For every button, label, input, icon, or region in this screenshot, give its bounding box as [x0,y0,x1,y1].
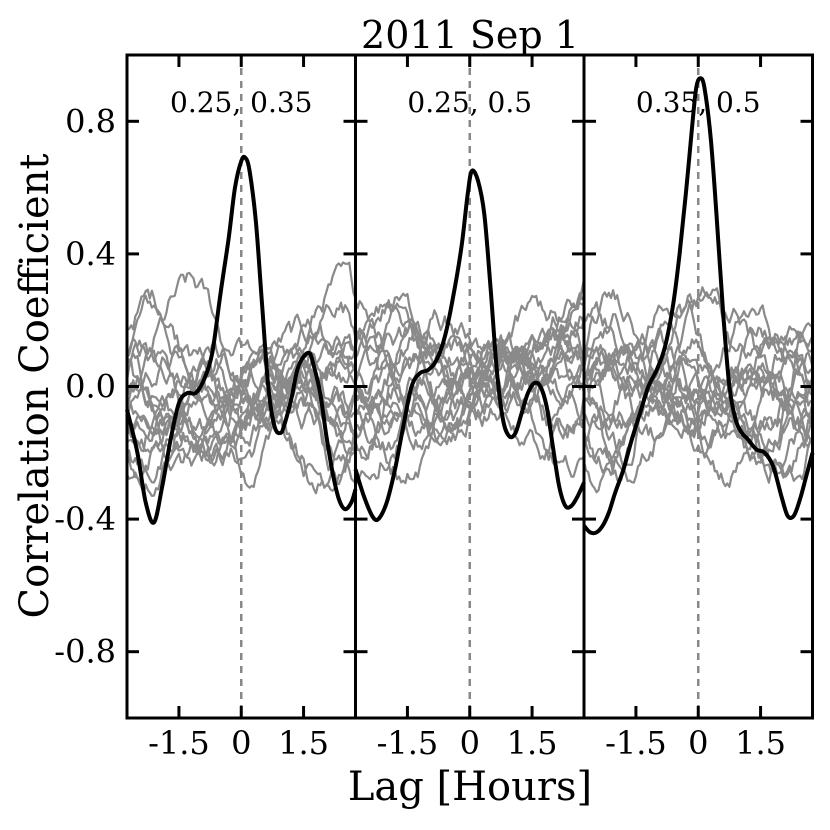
null-curve-line [582,286,814,445]
null-curve-line [354,302,586,429]
x-tick-label: -1.5 [605,724,667,762]
x-tick-label: -1.5 [148,724,210,762]
panel-3: -1.5 0 1.5 0.35, 0.5 [582,53,815,762]
x-tick-label: 0 [231,724,251,762]
x-tick-label: 1.5 [507,724,558,762]
y-tick-label: 0.0 [65,368,116,406]
x-tick-label: 1.5 [278,724,329,762]
x-tick-label: -1.5 [377,724,439,762]
correlation-curve [353,168,586,523]
x-tick-label: 1.5 [735,724,786,762]
null-curve-line [582,355,814,446]
y-tick-label: 0.4 [65,235,116,273]
panel-1: -1.5 0 1.5 0.25, 0.35 [125,53,358,762]
chart-title: 2011 Sep 1 [361,13,579,57]
y-tick-label: -0.4 [54,500,116,538]
null-curve-line [355,292,585,396]
correlation-curve [582,76,815,536]
chart-panels: -1.5 0 1.5 0.25, 0.35 -1.5 0 1.5 0.25, 0.5 -1.5 0… [54,53,815,762]
y-tick-label: 0.8 [65,102,116,140]
null-curve-line [354,367,586,485]
panel-label: 0.25, 0.5 [407,86,532,119]
null-curve-line [126,288,356,400]
x-axis-label: Lag [Hours] [348,764,592,810]
x-tick-label: 0 [460,724,480,762]
y-axis-label: Correlation Coefficient [12,154,58,619]
correlation-curve [125,154,358,525]
panel-label: 0.35, 0.5 [636,86,761,119]
panel-2: -1.5 0 1.5 0.25, 0.5 [353,53,586,762]
y-tick-label: -0.8 [54,633,116,671]
x-tick-label: 0 [688,724,708,762]
panel-label: 0.25, 0.35 [170,86,313,119]
null-curve-line [582,351,814,395]
null-curve-line [354,278,586,423]
